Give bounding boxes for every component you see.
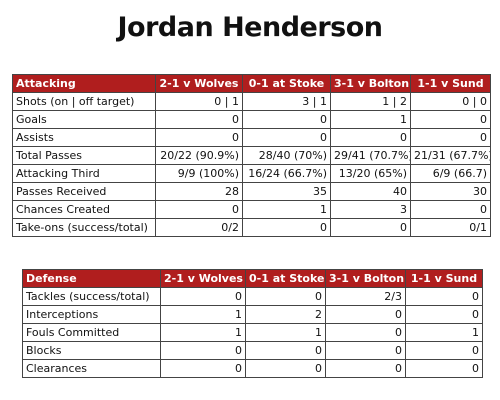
row: Assists 0 0 0 0 <box>12 128 491 147</box>
cell: 6/9 (66.7) <box>410 164 491 183</box>
cell: 0 <box>155 128 243 147</box>
cell: 0/1 <box>410 218 491 237</box>
cell: 0 <box>325 341 406 360</box>
cell: 0 <box>245 341 326 360</box>
header-cell: 1-1 v Sund <box>405 269 483 288</box>
cell: 13/20 (65%) <box>330 164 411 183</box>
cell: 29/41 (70.7%) <box>330 146 411 165</box>
header-cell: 1-1 v Sund <box>410 74 491 93</box>
cell: 0 | 0 <box>410 92 491 111</box>
cell: 0 <box>242 218 331 237</box>
cell: 35 <box>242 182 331 201</box>
attacking-table: Attacking 2-1 v Wolves 0-1 at Stoke 3-1 v B… <box>12 74 491 237</box>
cell: 1 <box>330 110 411 129</box>
cell: 9/9 (100%) <box>155 164 243 183</box>
row-label: Passes Received <box>12 182 156 201</box>
header-cell: 0-1 at Stoke <box>242 74 331 93</box>
cell: 0 <box>160 287 246 306</box>
cell: 0 <box>325 305 406 324</box>
cell: 28 <box>155 182 243 201</box>
row-label: Clearances <box>22 359 161 378</box>
cell: 1 <box>160 305 246 324</box>
cell: 1 <box>160 323 246 342</box>
cell: 0 <box>405 359 483 378</box>
header-cell: Attacking <box>12 74 156 93</box>
header-cell: 2-1 v Wolves <box>155 74 243 93</box>
cell: 0 <box>245 359 326 378</box>
defense-table: Defense 2-1 v Wolves 0-1 at Stoke 3-1 v Bol… <box>22 269 483 378</box>
row-label: Attacking Third <box>12 164 156 183</box>
cell: 0/2 <box>155 218 243 237</box>
cell: 0 <box>410 200 491 219</box>
cell: 0 <box>242 110 331 129</box>
cell: 2 <box>245 305 326 324</box>
header-cell: 3-1 v Bolton <box>330 74 411 93</box>
row-label: Interceptions <box>22 305 161 324</box>
header-cell: 3-1 v Bolton <box>325 269 406 288</box>
header-row: Defense 2-1 v Wolves 0-1 at Stoke 3-1 v Bol… <box>22 269 483 288</box>
row-label: Total Passes <box>12 146 156 165</box>
cell: 28/40 (70%) <box>242 146 331 165</box>
row: Chances Created 0 1 3 0 <box>12 200 491 219</box>
row: Attacking Third 9/9 (100%) 16/24 (66.7%) 13… <box>12 164 491 183</box>
row: Fouls Committed 1 1 0 1 <box>22 323 483 342</box>
cell: 0 <box>160 359 246 378</box>
cell: 0 <box>410 128 491 147</box>
cell: 0 <box>160 341 246 360</box>
cell: 0 | 1 <box>155 92 243 111</box>
row-label: Fouls Committed <box>22 323 161 342</box>
cell: 0 <box>330 128 411 147</box>
header-cell: 0-1 at Stoke <box>245 269 326 288</box>
row: Passes Received 28 35 40 30 <box>12 182 491 201</box>
row: Take-ons (success/total) 0/2 0 0 0/1 <box>12 218 491 237</box>
cell: 3 | 1 <box>242 92 331 111</box>
cell: 0 <box>155 200 243 219</box>
cell: 0 <box>410 110 491 129</box>
row-label: Blocks <box>22 341 161 360</box>
header-cell: 2-1 v Wolves <box>160 269 246 288</box>
cell: 21/31 (67.7%) <box>410 146 491 165</box>
row-label: Assists <box>12 128 156 147</box>
row-label: Goals <box>12 110 156 129</box>
row: Total Passes 20/22 (90.9%) 28/40 (70%) 29/4… <box>12 146 491 165</box>
cell: 0 <box>405 341 483 360</box>
header-row: Attacking 2-1 v Wolves 0-1 at Stoke 3-1 v B… <box>12 74 491 93</box>
cell: 0 <box>405 287 483 306</box>
row-label: Chances Created <box>12 200 156 219</box>
row-label: Take-ons (success/total) <box>12 218 156 237</box>
row: Interceptions 1 2 0 0 <box>22 305 483 324</box>
cell: 20/22 (90.9%) <box>155 146 243 165</box>
title: Jordan Henderson <box>117 12 383 43</box>
header-cell: Defense <box>22 269 161 288</box>
cell: 3 <box>330 200 411 219</box>
cell: 40 <box>330 182 411 201</box>
row-label: Shots (on | off target) <box>12 92 156 111</box>
cell: 0 <box>330 218 411 237</box>
cell: 0 <box>245 287 326 306</box>
cell: 0 <box>242 128 331 147</box>
cell: 16/24 (66.7%) <box>242 164 331 183</box>
row-label: Tackles (success/total) <box>22 287 161 306</box>
cell: 1 <box>245 323 326 342</box>
cell: 1 | 2 <box>330 92 411 111</box>
row: Tackles (success/total) 0 0 2/3 0 <box>22 287 483 306</box>
cell: 1 <box>405 323 483 342</box>
cell: 2/3 <box>325 287 406 306</box>
cell: 30 <box>410 182 491 201</box>
row: Goals 0 0 1 0 <box>12 110 491 129</box>
row: Blocks 0 0 0 0 <box>22 341 483 360</box>
cell: 1 <box>242 200 331 219</box>
cell: 0 <box>405 305 483 324</box>
cell: 0 <box>325 359 406 378</box>
cell: 0 <box>325 323 406 342</box>
row: Clearances 0 0 0 0 <box>22 359 483 378</box>
cell: 0 <box>155 110 243 129</box>
